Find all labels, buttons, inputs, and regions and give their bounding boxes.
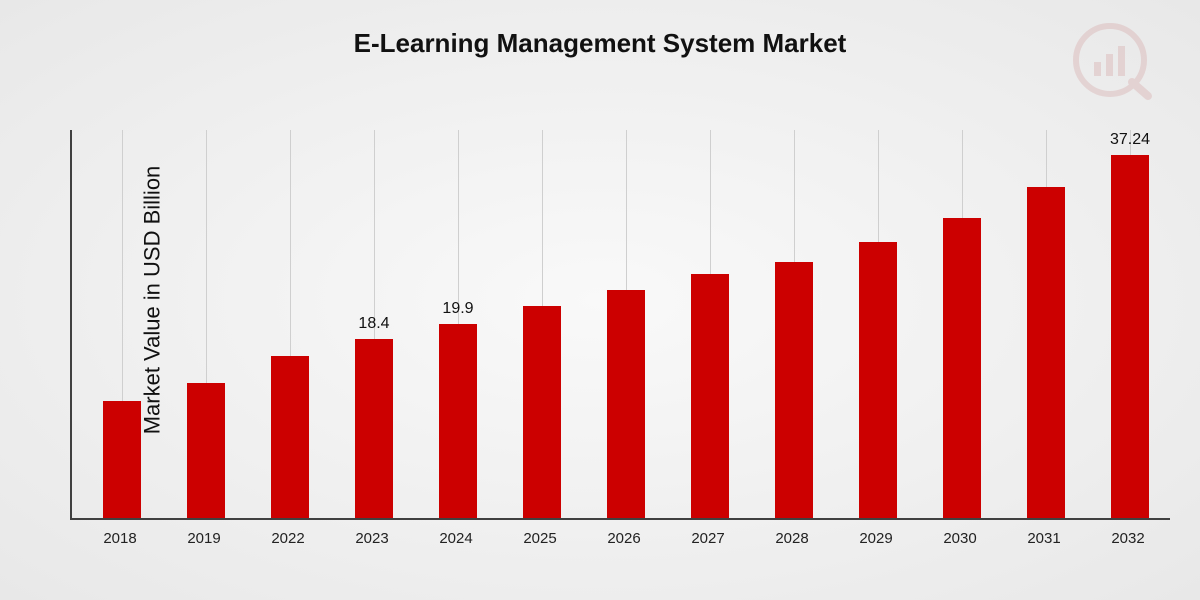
x-axis-tick-label: 2019 [187,530,220,547]
x-axis-tick-label: 2032 [1111,530,1144,547]
bar-value-label: 19.9 [418,300,498,318]
bar [607,290,645,518]
x-axis-tick-label: 2030 [943,530,976,547]
bar [1111,155,1149,518]
bar [943,218,981,518]
bar [775,262,813,518]
x-axis-tick-label: 2028 [775,530,808,547]
bar [439,324,477,518]
bar [523,306,561,518]
bar [859,242,897,518]
x-axis-tick-label: 2031 [1027,530,1060,547]
chart-title: E-Learning Management System Market [0,28,1200,59]
bar [1027,187,1065,519]
bar [187,383,225,518]
bar [103,401,141,518]
bar-value-label: 37.24 [1090,131,1170,149]
x-axis-tick-label: 2029 [859,530,892,547]
bar [355,339,393,518]
watermark-logo-icon [1060,20,1160,100]
chart-plot-area: 18.419.9 37.24 [70,130,1170,520]
x-axis-tick-label: 2025 [523,530,556,547]
x-axis-tick-label: 2023 [355,530,388,547]
x-axis-tick-label: 2018 [103,530,136,547]
bar-value-label: 18.4 [334,315,414,333]
x-axis-tick-label: 2024 [439,530,472,547]
x-axis-tick-label: 2026 [607,530,640,547]
bar [691,274,729,518]
x-axis-tick-label: 2022 [271,530,304,547]
bar [271,356,309,518]
x-axis-labels: 2018 2019 2022 2023 2024 2025 2026 2027 2028 2029… [70,524,1170,554]
x-axis-tick-label: 2027 [691,530,724,547]
